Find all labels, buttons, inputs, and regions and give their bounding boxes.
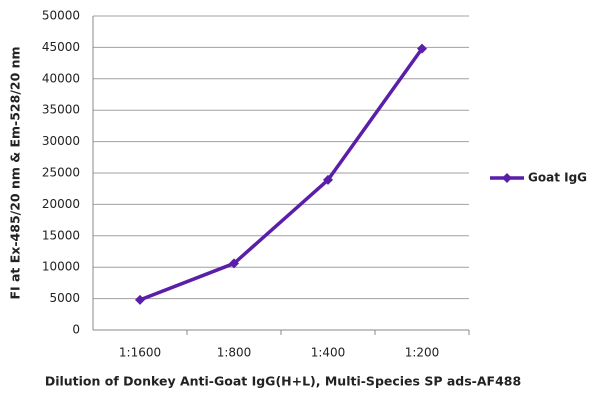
y-tick-label: 5000 [49,291,80,305]
marker [229,258,239,269]
legend-label: Goat IgG [528,171,587,185]
y-tick-label: 15000 [42,228,80,242]
y-tick-label: 45000 [42,40,80,54]
marker [323,174,333,185]
y-tick-label: 40000 [42,71,80,85]
y-tick-label: 30000 [42,134,80,148]
x-tick-label: 1:1600 [119,346,161,360]
y-tick-label: 10000 [42,260,80,274]
y-axis-label: FI at Ex-485/20 nm & Em-528/20 nm [8,46,23,299]
y-tick-label: 35000 [42,103,80,117]
marker [135,294,145,305]
marker [417,43,427,54]
x-tick-label: 1:800 [217,346,252,360]
marker [502,173,512,183]
y-tick-label: 0 [72,323,80,337]
y-tick-label: 25000 [42,166,80,180]
y-tick-label: 20000 [42,197,80,211]
x-tick-label: 1:200 [405,346,440,360]
x-axis-label: Dilution of Donkey Anti-Goat IgG(H+L), M… [45,374,521,389]
y-tick-label: 50000 [42,9,80,23]
x-tick-label: 1:400 [311,346,346,360]
series-line [139,47,424,302]
